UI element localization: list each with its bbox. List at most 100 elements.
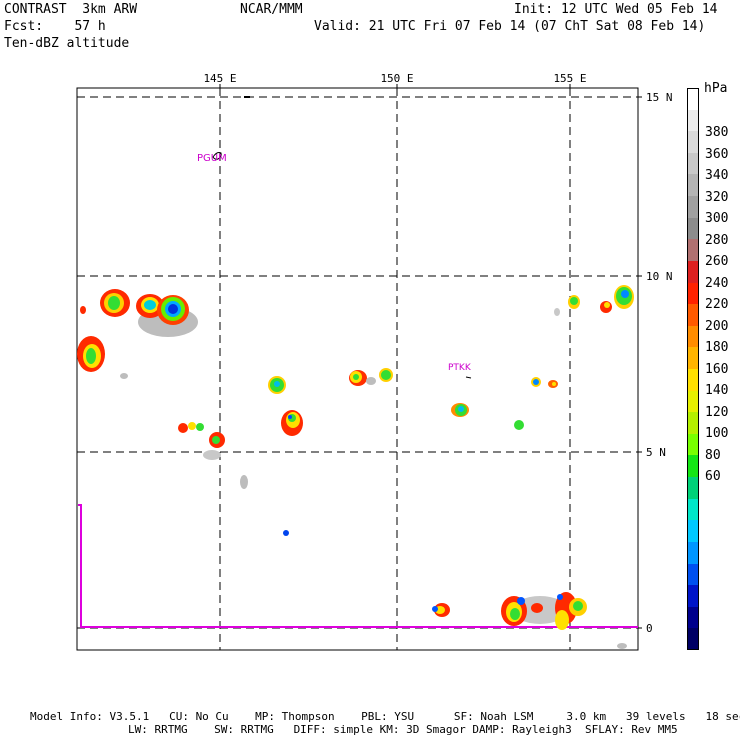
map-frame: [76, 87, 639, 651]
colorbar-cell: [687, 131, 699, 154]
echo: [604, 302, 610, 308]
colorbar-cell: [687, 347, 699, 370]
echo: [144, 300, 156, 310]
lat-label-15n: 15 N: [646, 91, 673, 104]
colorbar-cell: [687, 585, 699, 608]
echo-gray: [120, 373, 128, 379]
colorbar-cell: [687, 477, 699, 500]
colorbar-cell: [687, 628, 699, 651]
echo: [531, 603, 543, 613]
echo: [552, 382, 556, 386]
colorbar-label: 320: [705, 189, 729, 205]
colorbar-cell: [687, 563, 699, 586]
colorbar-label: 80: [705, 447, 721, 463]
echo: [288, 415, 292, 419]
lon-label-155: 155 E: [553, 72, 586, 85]
colorbar-cell: [687, 498, 699, 521]
colorbar-cell: [687, 239, 699, 262]
echo-gray: [554, 308, 560, 316]
echo: [108, 296, 120, 310]
chuuk-coastline: [465, 376, 472, 379]
colorbar-cell: [687, 152, 699, 175]
colorbar-cell: [687, 455, 699, 478]
colorbar-label: 120: [705, 404, 729, 420]
colorbar-cell: [687, 282, 699, 305]
echo: [196, 423, 204, 431]
lat-label-5n: 5 N: [646, 446, 666, 459]
colorbar-label: 340: [705, 168, 729, 183]
station-pgum: PGUM: [197, 153, 227, 164]
echo: [86, 348, 96, 364]
colorbar-cell: [687, 260, 699, 283]
colorbar-label: 380: [705, 125, 729, 140]
echo: [274, 381, 280, 387]
colorbar-cell: [687, 390, 699, 413]
colorbar-label: 240: [705, 275, 729, 291]
echo-gray: [203, 450, 221, 460]
guam-coastline: [212, 152, 222, 160]
echo: [514, 420, 524, 430]
model-info-line2: LW: RRTMG SW: RRTMG DIFF: simple KM: 3D …: [128, 723, 678, 736]
colorbar-unit: hPa: [704, 81, 728, 96]
valid-time: Valid: 21 UTC Fri 07 Feb 14 (07 ChT Sat …: [314, 19, 706, 34]
colorbar-cell: [687, 109, 699, 132]
colorbar-cell: [687, 520, 699, 543]
product-title: CONTRAST 3km ARW: [4, 2, 138, 17]
colorbar-cell: [687, 369, 699, 391]
echo: [621, 290, 629, 298]
echo-gray: [240, 475, 248, 489]
echo-gray: [366, 377, 376, 385]
colorbar-cell: [687, 196, 699, 219]
echo: [381, 370, 391, 380]
echo: [555, 610, 569, 630]
colorbar-label: 180: [705, 340, 729, 355]
echo: [178, 423, 188, 433]
flight-track: [78, 504, 638, 628]
echo: [353, 374, 359, 380]
lat-label-0: 0: [646, 622, 653, 635]
echo: [283, 530, 289, 536]
colorbar-cell: [687, 412, 699, 435]
colorbar-cell: [687, 174, 699, 197]
lon-label-145: 145 E: [203, 72, 236, 85]
model-info-line1: Model Info: V3.5.1 CU: No Cu MP: Thompso…: [30, 710, 740, 723]
radar-echoes: [77, 285, 634, 649]
echo: [557, 594, 563, 600]
echo: [432, 606, 438, 612]
init-time: Init: 12 UTC Wed 05 Feb 14: [514, 2, 718, 17]
echo: [80, 306, 86, 314]
lon-label-150: 150 E: [380, 72, 413, 85]
colorbar-cell: [687, 88, 699, 110]
echo: [168, 304, 178, 314]
colorbar-label: 140: [705, 383, 729, 398]
colorbar-label: 160: [705, 361, 729, 377]
echo: [533, 379, 539, 385]
colorbar-label: 280: [705, 232, 729, 248]
colorbar-label: 360: [705, 146, 729, 162]
colorbar-cell: [687, 217, 699, 240]
colorbar-label: 60: [705, 469, 721, 484]
colorbar-cell: [687, 325, 699, 348]
colorbar-cell: [687, 304, 699, 327]
station-ptkk: PTKK: [448, 363, 472, 373]
ticks: [219, 84, 642, 629]
echo: [517, 597, 525, 605]
colorbar-label: 100: [705, 426, 729, 441]
echo: [212, 436, 220, 444]
echo: [458, 406, 464, 412]
echo: [573, 601, 583, 611]
graticule: [77, 88, 638, 650]
colorbar-label: 200: [705, 318, 729, 334]
colorbar-cell: [687, 541, 699, 564]
colorbar-cell: [687, 606, 699, 629]
colorbar-label: 260: [705, 254, 729, 269]
echo: [510, 608, 520, 620]
echo: [188, 422, 196, 430]
field-name: Ten-dBZ altitude: [4, 36, 130, 51]
colorbar-cell: [687, 433, 699, 456]
lat-label-10n: 10 N: [646, 270, 673, 283]
colorbar-label: 220: [705, 297, 729, 312]
forecast-hour: Fcst: 57 h: [4, 19, 106, 34]
echo: [570, 297, 578, 305]
